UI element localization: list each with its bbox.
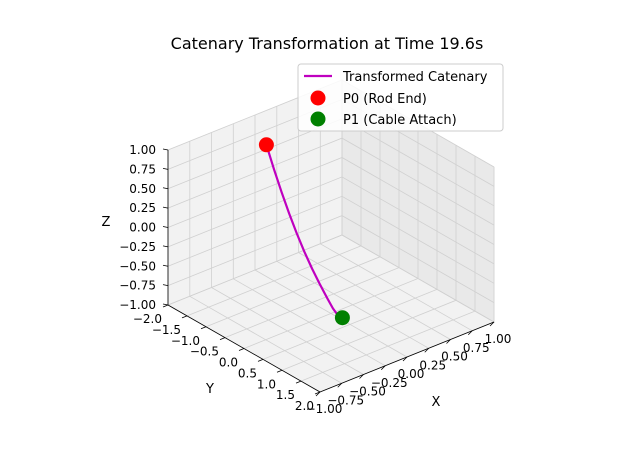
catenary-line: [265, 144, 343, 319]
y-tick-label: −0.5: [190, 345, 219, 359]
legend-box: [297, 63, 504, 132]
y-tick-label: 1.0: [257, 377, 276, 391]
x-tick-label: 0.25: [419, 358, 446, 372]
y-tick-label: −2.0: [133, 312, 162, 326]
z-tick-mark: [162, 303, 169, 306]
z-tick-mark: [162, 206, 169, 209]
y-tick-mark: [314, 391, 321, 395]
grid-line-z: [167, 176, 495, 265]
x-tick-label: −0.25: [371, 376, 408, 390]
y-tick-label: −1.0: [171, 334, 200, 348]
z-tick-mark: [162, 264, 169, 267]
y-axis-label: Y: [205, 382, 214, 397]
z-tick-mark: [162, 148, 169, 151]
x-tick-label: −0.75: [327, 393, 364, 407]
grid-line-z: [167, 234, 495, 323]
z-tick-mark: [162, 226, 169, 228]
y-tick-label: 1.5: [276, 388, 295, 402]
y-tick-mark: [200, 326, 207, 330]
z-tick-label: −0.50: [119, 259, 156, 273]
x-tick-label: 1.00: [485, 332, 512, 346]
x-tick-label: 0.00: [398, 367, 425, 381]
grid-lines: [167, 79, 495, 393]
z-tick-label: 0.00: [129, 221, 156, 235]
legend: Transformed Catenary P0 (Rod End) P1 (Cabl…: [297, 63, 504, 132]
z-tick-label: 0.25: [129, 201, 156, 215]
legend-p0-swatch: [310, 90, 326, 106]
x-tick-mark: [489, 321, 495, 327]
legend-p1-swatch: [310, 111, 326, 127]
y-tick-mark: [295, 380, 302, 384]
z-tick-mark: [162, 245, 169, 248]
y-tick-label: 0.0: [219, 356, 238, 370]
legend-label: Transformed Catenary: [342, 70, 488, 85]
tick-labels: −1.00−0.75−0.50−0.250.000.250.500.751.00…: [119, 143, 511, 416]
x-tick-mark: [446, 339, 451, 344]
z-tick-mark: [162, 167, 169, 170]
z-tick-mark: [162, 284, 169, 287]
grid-line-z: [167, 195, 495, 284]
p1-point: [334, 310, 350, 326]
x-tick-mark: [424, 347, 430, 353]
x-tick-mark: [467, 330, 473, 336]
x-tick-mark: [380, 365, 386, 371]
z-tick-label: −1.00: [119, 298, 156, 312]
x-tick-label: 0.50: [441, 350, 468, 364]
y-tick-mark: [219, 337, 226, 340]
grid-line-z: [167, 137, 495, 226]
x-tick-mark: [359, 374, 364, 379]
z-tick-label: 0.50: [129, 182, 156, 196]
z-tick-mark: [162, 187, 169, 190]
y-tick-label: 0.5: [238, 366, 257, 380]
grid-line-z: [167, 157, 495, 245]
x-tick-label: −0.50: [349, 385, 386, 399]
y-tick-mark: [257, 359, 264, 362]
y-tick-label: 2.0: [295, 399, 314, 413]
y-tick-mark: [238, 348, 245, 351]
x-tick-label: −1.00: [306, 402, 343, 416]
z-axis-label: Z: [102, 215, 111, 230]
p0-point: [258, 137, 274, 153]
x-tick-mark: [337, 382, 343, 388]
z-tick-label: −0.25: [119, 240, 156, 254]
z-tick-label: 0.75: [129, 162, 156, 176]
x-axis-label: X: [432, 395, 441, 410]
z-tick-label: 1.00: [129, 143, 156, 157]
y-tick-mark: [162, 304, 169, 308]
y-tick-mark: [181, 315, 188, 319]
grid-line-z: [167, 215, 495, 303]
legend-label: P1 (Cable Attach): [343, 113, 457, 128]
z-tick-label: −0.75: [119, 279, 156, 293]
y-tick-label: −1.5: [152, 323, 181, 337]
data-layer: [258, 137, 350, 326]
chart-title: Catenary Transformation at Time 19.6s: [171, 34, 484, 53]
x-tick-mark: [402, 356, 408, 362]
x-tick-label: 0.75: [463, 341, 490, 355]
legend-label: P0 (Rod End): [343, 92, 427, 107]
y-tick-mark: [276, 369, 283, 373]
